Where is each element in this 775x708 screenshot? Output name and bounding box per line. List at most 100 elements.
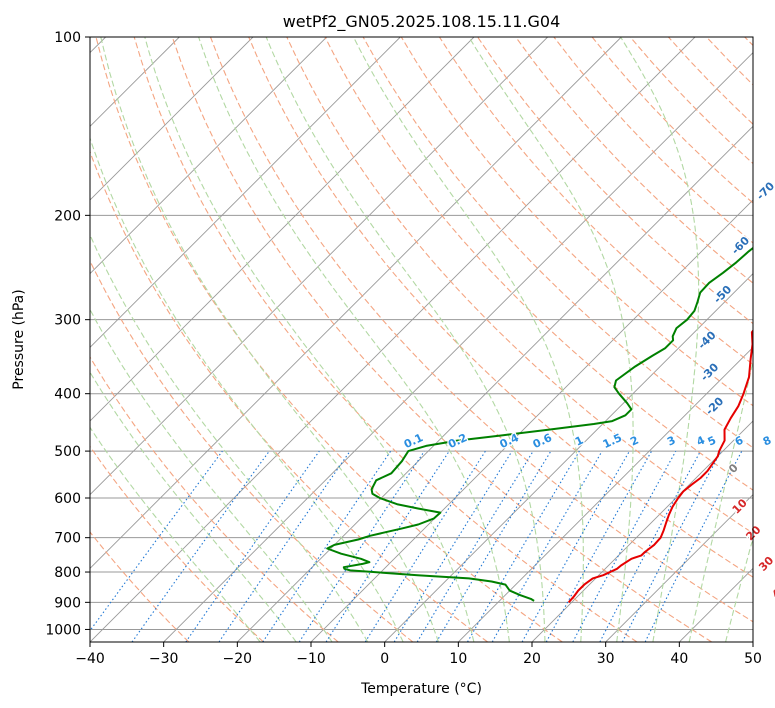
mixing-ratio-line bbox=[393, 450, 513, 642]
dry-adiabat-line bbox=[90, 445, 264, 642]
dry-adiabat-line bbox=[133, 37, 638, 642]
y-axis: 100 200 300 400 500 600 700 800 900 1000 bbox=[45, 30, 90, 638]
moist-adiabat-label: 30 bbox=[756, 554, 775, 574]
moist-adiabat-line bbox=[265, 37, 546, 642]
temperature-profile bbox=[567, 329, 753, 603]
mixing-ratio-line bbox=[325, 450, 450, 642]
moist-adiabat-line bbox=[90, 426, 261, 642]
mixing-ratio-line bbox=[218, 450, 351, 642]
isotherm-line bbox=[458, 346, 753, 642]
y-tick-label: 300 bbox=[54, 313, 81, 329]
moist-adiabat-line bbox=[90, 308, 333, 642]
mixing-ratio-line bbox=[545, 450, 653, 642]
dry-adiabat-line bbox=[591, 37, 753, 204]
moist-adiabat-line bbox=[90, 136, 404, 642]
dry-adiabat-label: -60 bbox=[729, 234, 752, 257]
mixing-ratio-label: 0.2 bbox=[446, 431, 469, 451]
y-tick-label: 700 bbox=[54, 531, 81, 547]
y-tick-label: 1000 bbox=[45, 622, 81, 638]
mixing-ratio-line bbox=[599, 450, 701, 642]
dry-adiabat-line bbox=[90, 259, 414, 642]
dry-adiabat-label: -40 bbox=[695, 328, 718, 351]
y-tick-label: 800 bbox=[54, 565, 81, 581]
mixing-ratio-label: 8 bbox=[761, 434, 773, 449]
mixing-ratio-label: 3 bbox=[665, 434, 677, 449]
dry-adiabat-line bbox=[171, 37, 712, 642]
y-tick-label: 400 bbox=[54, 387, 81, 403]
dry-adiabat-line bbox=[667, 37, 753, 125]
mixing-ratio-line bbox=[435, 450, 552, 642]
x-tick-label: −10 bbox=[296, 651, 326, 667]
dry-adiabat-line bbox=[90, 356, 339, 642]
isotherm-line bbox=[90, 37, 475, 422]
mixing-ratio-line bbox=[185, 450, 320, 642]
dry-adiabat-line bbox=[515, 37, 753, 284]
isotherm-line bbox=[90, 37, 254, 201]
x-tick-label: 20 bbox=[523, 651, 541, 667]
isotherm-line bbox=[237, 125, 753, 642]
isotherm-line bbox=[90, 37, 622, 569]
y-tick-label: 100 bbox=[54, 30, 81, 46]
moist-adiabat-label: 10 bbox=[730, 496, 750, 516]
line-annotations: -100-90-80-70-60-50-40-30-200102030400.1… bbox=[401, 128, 775, 602]
x-tick-label: −30 bbox=[149, 651, 179, 667]
isotherm-line bbox=[90, 37, 548, 496]
dry-adiabat-label: -70 bbox=[754, 179, 775, 202]
dry-adiabat-line bbox=[400, 37, 753, 407]
y-tick-label: 200 bbox=[54, 208, 81, 224]
mixing-ratio-line bbox=[262, 450, 392, 642]
isotherm-line bbox=[605, 494, 753, 642]
x-tick-label: 50 bbox=[744, 651, 762, 667]
y-tick-label: 500 bbox=[54, 444, 81, 460]
x-tick-label: 10 bbox=[449, 651, 467, 667]
mixing-ratio-line bbox=[644, 450, 743, 642]
x-tick-label: 30 bbox=[597, 651, 615, 667]
isotherm-line bbox=[384, 273, 753, 642]
mixing-ratio-line bbox=[521, 450, 630, 642]
moist-adiabat-label: 20 bbox=[743, 523, 763, 543]
dry-adiabat-line bbox=[248, 37, 753, 578]
mixing-ratio-line bbox=[90, 450, 223, 632]
mixing-ratio-label: 1.5 bbox=[601, 431, 624, 451]
y-axis-label: Pressure (hPa) bbox=[11, 289, 27, 389]
mixing-ratio-line bbox=[298, 450, 425, 642]
x-tick-label: 0 bbox=[380, 651, 389, 667]
moist-adiabat-line bbox=[198, 37, 510, 642]
x-tick-label: −20 bbox=[223, 651, 253, 667]
isotherm-line bbox=[90, 37, 327, 275]
mixing-ratio-label: 0.6 bbox=[531, 431, 554, 451]
mixing-ratio-label: 5 bbox=[706, 434, 718, 449]
moist-adiabat-line bbox=[468, 37, 634, 642]
moist-adiabat-line bbox=[90, 233, 369, 642]
moist-adiabat-line bbox=[100, 37, 440, 642]
isotherm-line bbox=[752, 641, 753, 642]
moist-adiabat-line bbox=[353, 37, 584, 642]
dry-adiabat-label: -50 bbox=[711, 283, 734, 306]
mixing-ratio-line bbox=[131, 450, 270, 642]
dry-adiabat-line bbox=[90, 150, 488, 642]
moist-adiabat-line bbox=[688, 358, 753, 642]
mixing-ratio-line bbox=[572, 450, 677, 642]
x-tick-label: −40 bbox=[75, 651, 105, 667]
moist-adiabat-line bbox=[620, 37, 700, 642]
isotherm-line bbox=[90, 37, 401, 348]
y-tick-label: 900 bbox=[54, 595, 81, 611]
dry-adiabat-line bbox=[553, 37, 753, 244]
y-tick-label: 600 bbox=[54, 491, 81, 507]
x-axis-label: Temperature (°C) bbox=[360, 681, 482, 697]
isotherm-line bbox=[163, 52, 753, 642]
dewpoint-profile bbox=[326, 246, 753, 602]
dry-adiabat-line bbox=[90, 531, 190, 642]
chart-title: wetPf2_GN05.2025.108.15.11.G04 bbox=[283, 12, 561, 32]
moist-adiabat-line bbox=[725, 536, 753, 642]
background-lines bbox=[90, 37, 753, 642]
dry-adiabat-line bbox=[209, 37, 753, 623]
dry-adiabat-line bbox=[438, 37, 753, 366]
moist-adiabat-label: 40 bbox=[769, 581, 775, 601]
dry-adiabat-line bbox=[95, 37, 563, 642]
isotherm-line bbox=[531, 420, 753, 642]
plot-frame bbox=[89, 36, 754, 643]
isotherm-line bbox=[90, 37, 696, 642]
x-tick-label: 40 bbox=[670, 651, 688, 667]
